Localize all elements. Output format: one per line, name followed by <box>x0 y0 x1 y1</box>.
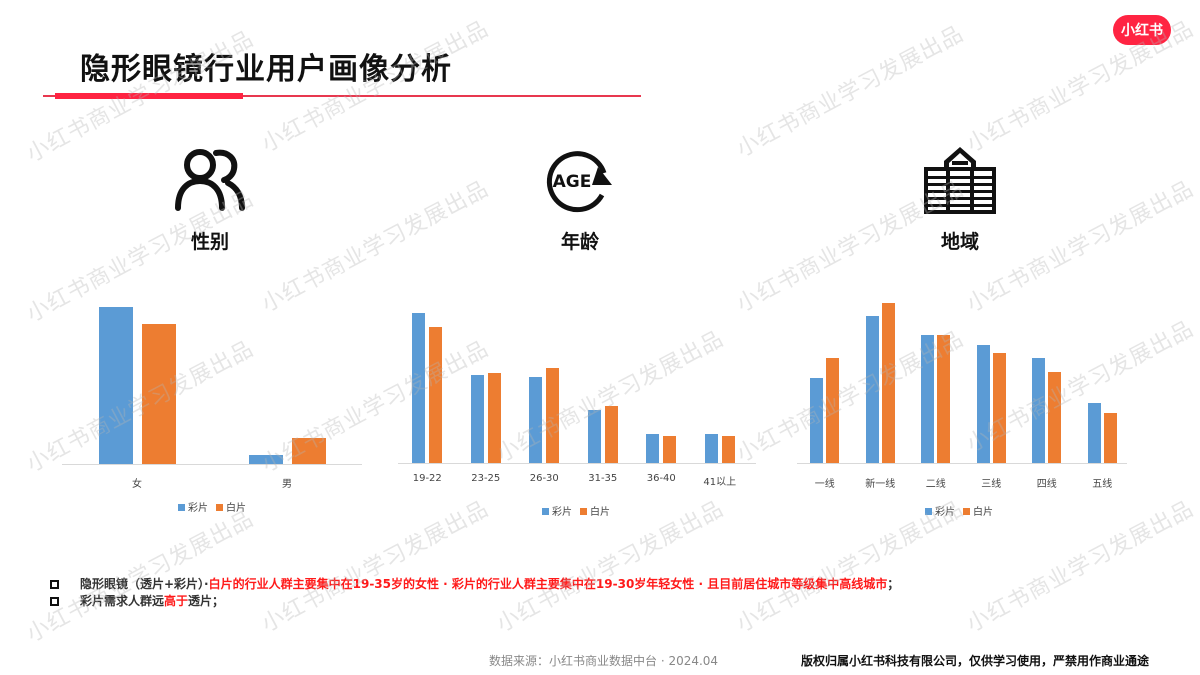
x-axis-line <box>398 463 756 464</box>
category-label: 男 <box>282 479 292 490</box>
x-axis-line <box>62 464 362 465</box>
bar-color-lens <box>529 377 543 463</box>
bar-color-lens <box>98 307 133 464</box>
category-label: 41以上 <box>703 477 737 488</box>
bar-color-lens <box>470 375 484 463</box>
watermark-text: 小红书商业学习发展出品 <box>732 21 968 163</box>
brand-logo: 小红书 <box>1113 15 1171 45</box>
category-label: 31-35 <box>588 473 618 484</box>
title-underline <box>43 95 641 97</box>
legend-swatch-icon <box>178 504 185 511</box>
bar-clear-lens <box>546 368 560 463</box>
legend-swatch-icon <box>580 508 587 515</box>
watermark-text: 小红书商业学习发展出品 <box>22 506 258 648</box>
category-label: 二线 <box>925 479 946 490</box>
bar-clear-lens <box>1103 413 1117 463</box>
category-label: 女 <box>132 479 142 490</box>
note-text: 隐形眼镜（透片+彩片）· <box>80 577 209 591</box>
bar-color-lens <box>1032 358 1046 463</box>
bar-color-lens <box>865 316 879 463</box>
category-label: 一线 <box>814 479 835 490</box>
bar-color-lens <box>704 434 718 463</box>
category-label: 23-25 <box>471 473 501 484</box>
x-axis-line <box>797 463 1127 464</box>
section-region: 地域 <box>880 145 1040 254</box>
bar-clear-lens <box>487 373 501 463</box>
age-cycle-icon: AGE <box>546 151 612 213</box>
gender-bar-chart: 女 男彩片 白片 <box>62 295 362 515</box>
legend-item: 彩片 <box>178 499 208 514</box>
category-label: 五线 <box>1092 479 1113 490</box>
legend-swatch-icon <box>925 508 932 515</box>
category-label: 36-40 <box>646 473 676 484</box>
insight-notes: 隐形眼镜（透片+彩片）· 白片的行业人群主要集中在19-35岁的女性 · 彩片的… <box>50 576 899 610</box>
category-label: 19-22 <box>412 473 442 484</box>
bar-clear-lens <box>881 303 895 463</box>
insight-note-1: 隐形眼镜（透片+彩片）· 白片的行业人群主要集中在19-35岁的女性 · 彩片的… <box>50 576 899 593</box>
note-tail: 透片； <box>188 594 225 608</box>
legend-swatch-icon <box>216 504 223 511</box>
category-label: 新一线 <box>865 479 896 490</box>
region-bar-chart: 一线 新一线 二线 三线 四线 五线彩片 白片 <box>797 295 1127 520</box>
page-title: 隐形眼镜行业用户画像分析 <box>80 52 452 87</box>
bar-color-lens <box>976 345 990 463</box>
section-label-gender: 性别 <box>190 231 229 253</box>
chart-legend: 彩片 白片 <box>925 503 993 518</box>
chart-legend: 彩片 白片 <box>542 503 610 518</box>
legend-item: 白片 <box>580 503 610 518</box>
bar-clear-lens <box>429 327 443 463</box>
legend-swatch-icon <box>963 508 970 515</box>
note-tail: ； <box>887 577 900 591</box>
note-highlight: 高于 <box>164 594 189 608</box>
bar-color-lens <box>810 378 824 463</box>
legend-item: 彩片 <box>925 503 955 518</box>
legend-item: 白片 <box>963 503 993 518</box>
bar-clear-lens <box>1048 372 1062 463</box>
section-label-age: 年龄 <box>560 231 599 253</box>
chart-legend: 彩片 白片 <box>178 499 246 514</box>
bar-clear-lens <box>937 335 951 463</box>
bullet-square-icon <box>50 597 59 606</box>
bar-color-lens <box>646 434 660 463</box>
bar-clear-lens <box>291 438 326 464</box>
age-bar-chart: 19-22 23-25 26-30 31-35 36-40 41以上彩片 白片 <box>398 295 756 520</box>
bar-clear-lens <box>992 353 1006 463</box>
copyright-notice: 版权归属小红书科技有限公司，仅供学习使用，严禁用作商业通途 <box>801 654 1150 668</box>
category-label: 三线 <box>981 479 1002 490</box>
buildings-icon <box>924 147 996 214</box>
svg-text:AGE: AGE <box>553 172 592 192</box>
bar-clear-lens <box>141 324 176 464</box>
section-gender: 性别 <box>130 145 290 254</box>
note-highlight: 白片的行业人群主要集中在19-35岁的女性 · 彩片的行业人群主要集中在19-3… <box>208 577 888 591</box>
title-underline-accent <box>55 93 243 99</box>
people-icon <box>175 149 245 211</box>
bullet-square-icon <box>50 580 59 589</box>
bar-color-lens <box>921 335 935 463</box>
legend-item: 彩片 <box>542 503 572 518</box>
category-label: 四线 <box>1036 479 1057 490</box>
bar-clear-lens <box>721 436 735 463</box>
legend-swatch-icon <box>542 508 549 515</box>
legend-item: 白片 <box>216 499 246 514</box>
bar-clear-lens <box>826 358 840 463</box>
bar-color-lens <box>412 313 426 463</box>
bar-clear-lens <box>663 436 677 463</box>
section-age: AGE 年龄 <box>500 145 660 254</box>
note-text: 彩片需求人群远 <box>80 594 165 608</box>
bar-color-lens <box>587 410 601 463</box>
data-source: 数据来源：小红书商业数据中台 · 2024.04 <box>489 654 719 668</box>
bar-color-lens <box>1087 403 1101 463</box>
bar-color-lens <box>248 455 283 464</box>
section-label-region: 地域 <box>940 231 979 253</box>
category-label: 26-30 <box>529 473 559 484</box>
insight-note-2: 彩片需求人群远 高于 透片； <box>50 593 899 610</box>
bar-clear-lens <box>604 406 618 463</box>
